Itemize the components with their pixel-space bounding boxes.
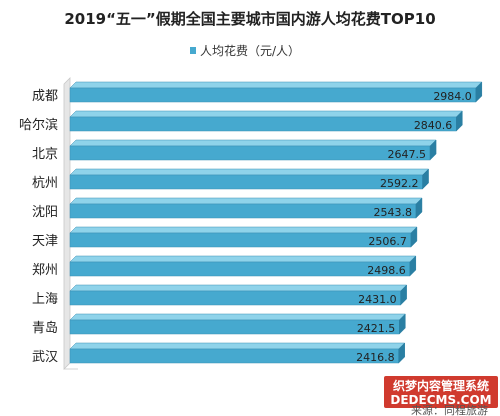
bar xyxy=(69,81,483,103)
bar-front-face xyxy=(69,203,417,219)
bar-end-face xyxy=(400,284,407,306)
bar xyxy=(69,110,463,132)
bars xyxy=(69,81,483,364)
category-label: 哈尔滨 xyxy=(19,117,58,133)
bar-front-face xyxy=(69,116,457,132)
bar-end-face xyxy=(398,342,405,364)
value-label: 2592.2 xyxy=(380,177,419,190)
bar xyxy=(69,226,418,248)
bar-top-face xyxy=(69,342,406,350)
value-label: 2421.5 xyxy=(357,322,396,335)
chart-title: 2019“五一”假期全国主要城市国内游人均花费TOP10 xyxy=(64,10,435,28)
bar xyxy=(69,197,423,219)
bar-end-face xyxy=(415,197,423,219)
category-label: 北京 xyxy=(32,147,58,162)
legend-label: 人均花费（元/人） xyxy=(200,43,300,58)
source-note: 来源：同程旅游 xyxy=(411,403,488,416)
category-label: 上海 xyxy=(32,292,58,307)
bar-end-face xyxy=(475,81,483,103)
bar-end-face xyxy=(456,110,463,132)
bar-top-face xyxy=(69,197,423,205)
bar-top-face xyxy=(69,255,417,263)
bar-end-face xyxy=(422,168,429,190)
bar-end-face xyxy=(429,139,437,161)
category-label: 沈阳 xyxy=(32,205,58,220)
value-label: 2840.6 xyxy=(414,119,453,132)
bar xyxy=(69,342,406,364)
bar xyxy=(69,168,430,190)
bar-end-face xyxy=(409,255,417,277)
bar-top-face xyxy=(69,284,408,292)
bar-top-face xyxy=(69,313,406,321)
bar-top-face xyxy=(69,81,483,89)
bar-top-face xyxy=(69,168,430,176)
bar-top-face xyxy=(69,226,418,234)
category-label: 武汉 xyxy=(32,350,58,365)
value-label: 2506.7 xyxy=(368,235,407,248)
category-label: 成都 xyxy=(32,89,58,104)
bar-end-face xyxy=(399,313,406,335)
bar-front-face xyxy=(69,348,399,364)
bar-front-face xyxy=(69,87,477,103)
watermark: 织梦内容管理系统 DEDECMS.COM xyxy=(384,376,498,408)
bar xyxy=(69,139,437,161)
value-label: 2543.8 xyxy=(373,206,412,219)
bar-front-face xyxy=(69,261,411,277)
bar-top-face xyxy=(69,139,437,147)
bar-front-face xyxy=(69,174,423,190)
watermark-line2: DEDECMS.COM xyxy=(390,393,491,407)
bar-front-face xyxy=(69,290,401,306)
bar xyxy=(69,313,406,335)
bar-end-face xyxy=(410,226,418,248)
watermark-background xyxy=(384,376,498,408)
value-label: 2647.5 xyxy=(388,148,427,161)
bar-front-face xyxy=(69,232,412,248)
bar-top-face xyxy=(69,110,463,118)
bar xyxy=(69,255,417,277)
bar-front-face xyxy=(69,319,400,335)
axis-wall xyxy=(63,77,71,370)
value-label: 2984.0 xyxy=(433,90,472,103)
category-label: 青岛 xyxy=(32,320,58,336)
value-label: 2431.0 xyxy=(358,293,397,306)
value-label: 2498.6 xyxy=(367,264,406,277)
category-label: 天津 xyxy=(32,234,58,249)
value-label: 2416.8 xyxy=(356,351,395,364)
bar-front-face xyxy=(69,145,431,161)
category-label: 郑州 xyxy=(32,263,58,278)
bar xyxy=(69,284,408,306)
labels: 成都 2984.0 哈尔滨 2840.6 北京 2647.5 杭州 2592.2 沈阳 2543.… xyxy=(19,89,472,365)
legend-swatch xyxy=(190,47,196,54)
watermark-line1: 织梦内容管理系统 xyxy=(393,378,489,393)
category-label: 杭州 xyxy=(32,176,58,191)
